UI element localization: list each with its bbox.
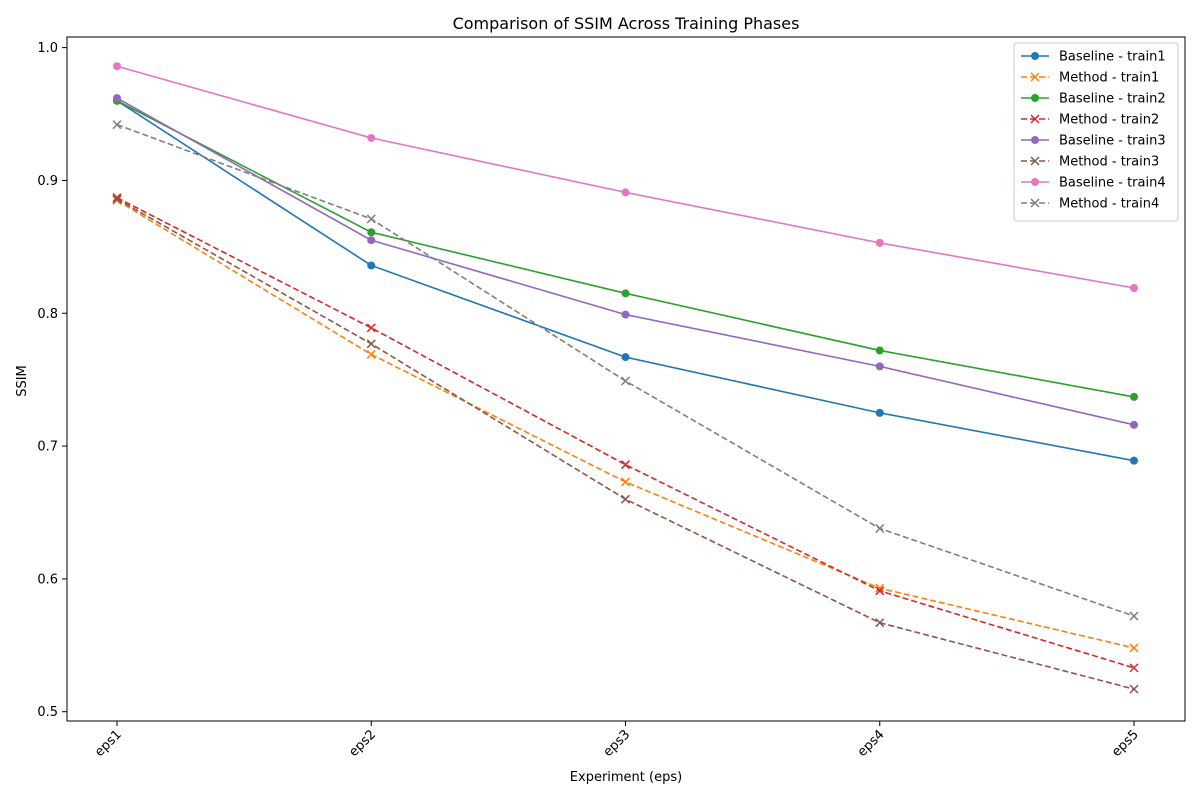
legend-label: Baseline - train3 <box>1059 134 1166 149</box>
data-point <box>620 477 631 487</box>
legend-label: Baseline - train4 <box>1059 176 1166 191</box>
data-point <box>620 460 631 470</box>
legend-item: Baseline - train2 <box>1021 92 1166 107</box>
legend-label: Method - train4 <box>1059 197 1159 212</box>
data-point <box>1129 611 1139 621</box>
data-point <box>875 238 884 247</box>
legend-swatch-marker <box>1031 52 1039 60</box>
legend-item: Method - train4 <box>1021 197 1159 212</box>
legend-swatch-marker <box>1031 94 1039 102</box>
y-axis: 0.5 0.6 0.7 0.8 0.9 1.0 <box>37 41 67 720</box>
data-point <box>1130 420 1138 429</box>
y-tick-label: 0.9 <box>37 174 58 189</box>
data-point <box>1129 663 1139 673</box>
series-line <box>116 100 1135 462</box>
legend-swatch-marker <box>1030 156 1040 166</box>
legend-swatch-marker <box>1030 198 1040 208</box>
data-point <box>112 195 122 205</box>
data-point <box>875 618 885 628</box>
data-point <box>366 214 376 224</box>
legend-label: Method - train1 <box>1059 71 1159 86</box>
data-point <box>875 346 884 355</box>
x-tick-label: eps3 <box>601 727 634 760</box>
chart-title: Comparison of SSIM Across Training Phase… <box>453 14 800 33</box>
series-line <box>116 199 1135 649</box>
data-point <box>113 62 121 71</box>
series-line <box>116 196 1135 669</box>
series-line <box>116 100 1135 398</box>
data-point <box>620 376 631 386</box>
data-point <box>620 494 631 504</box>
data-point <box>875 523 885 533</box>
series-line <box>116 123 1135 617</box>
series-line <box>116 198 1135 690</box>
data-point <box>1130 392 1138 401</box>
legend-label: Baseline - train2 <box>1059 92 1166 107</box>
data-point <box>1129 643 1139 653</box>
y-axis-label: SSIM <box>15 365 30 397</box>
legend-swatch-marker <box>1031 178 1039 186</box>
y-tick-label: 0.7 <box>37 440 58 455</box>
data-point <box>875 362 884 371</box>
data-point <box>367 133 376 142</box>
data-point <box>1130 284 1138 293</box>
data-point <box>112 194 122 204</box>
legend-item: Baseline - train4 <box>1021 176 1166 191</box>
legend-swatch-marker <box>1031 136 1039 144</box>
data-point <box>366 323 376 333</box>
data-point <box>875 408 884 417</box>
legend-item: Method - train2 <box>1021 113 1159 128</box>
x-tick-label: eps4 <box>855 727 888 760</box>
legend-box <box>1013 42 1179 222</box>
x-tick-label: eps1 <box>92 727 125 760</box>
data-point <box>112 120 122 130</box>
legend-swatch-marker <box>1030 72 1040 82</box>
data-point <box>875 586 885 596</box>
data-point <box>1130 456 1138 465</box>
y-tick-label: 0.5 <box>37 705 58 720</box>
data-point <box>366 339 376 349</box>
data-point <box>366 349 376 359</box>
legend-label: Method - train2 <box>1059 113 1159 128</box>
y-tick-label: 0.8 <box>37 307 58 322</box>
legend-label: Method - train3 <box>1059 155 1159 170</box>
legend-swatch-marker <box>1030 114 1040 124</box>
y-tick-label: 0.6 <box>37 572 58 587</box>
x-axis-label: Experiment (eps) <box>570 770 682 785</box>
data-point <box>621 289 630 298</box>
legend: Baseline - train1 Method - train1 Baseline… <box>1013 42 1179 222</box>
data-point <box>367 261 376 270</box>
series-line <box>116 65 1135 289</box>
series-1 <box>113 96 1138 465</box>
series-8 <box>112 120 1139 621</box>
legend-item: Baseline - train1 <box>1021 50 1166 65</box>
y-tick-label: 1.0 <box>37 41 58 56</box>
x-tick-label: eps5 <box>1109 727 1142 760</box>
legend-label: Baseline - train1 <box>1059 50 1166 65</box>
data-point <box>621 353 630 362</box>
x-tick-label: eps2 <box>346 727 379 760</box>
data-point <box>367 228 376 237</box>
data-point <box>621 188 630 197</box>
legend-item: Method - train1 <box>1021 71 1159 86</box>
legend-item: Baseline - train3 <box>1021 134 1166 149</box>
legend-item: Method - train3 <box>1021 155 1159 170</box>
series-2 <box>112 195 1139 653</box>
data-point <box>1129 684 1139 694</box>
series-3 <box>113 96 1138 401</box>
data-point <box>113 94 121 103</box>
x-axis: eps1 eps2 eps3 eps4 eps5 <box>92 721 1142 760</box>
series-layer <box>112 62 1139 694</box>
data-point <box>621 310 630 319</box>
series-6 <box>112 194 1139 694</box>
data-point <box>367 236 376 245</box>
series-5 <box>113 94 1138 429</box>
series-7 <box>113 62 1138 293</box>
